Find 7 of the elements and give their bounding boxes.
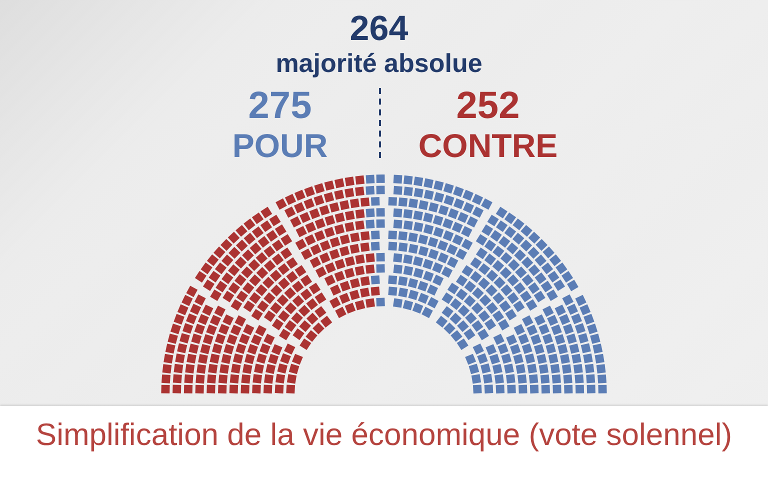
text: majorité absolue [276, 48, 482, 78]
category-label: POUR [232, 127, 328, 164]
text: Simplification de la vie économique (vote solennel) [34, 417, 734, 452]
category-label: CONTRE [418, 127, 558, 164]
text: 264 [350, 9, 409, 48]
data-label: 275 [248, 85, 312, 127]
data-label: 252 [456, 85, 520, 127]
